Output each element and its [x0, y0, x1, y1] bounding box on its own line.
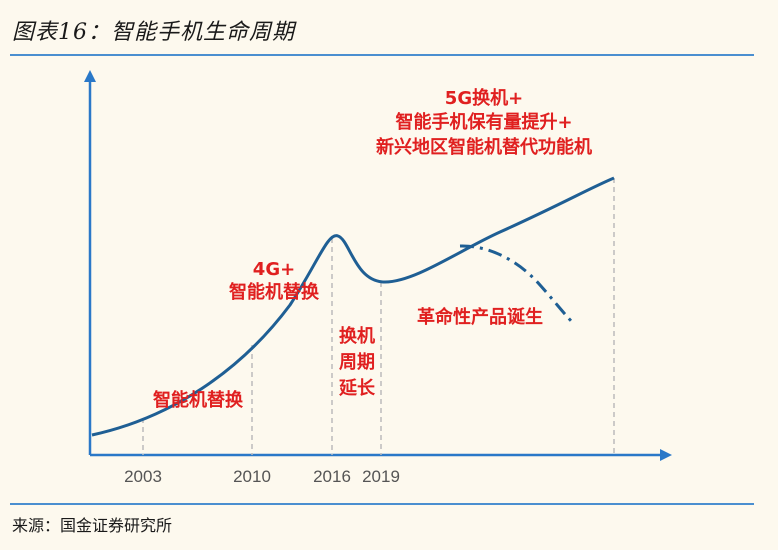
label-phase2-line1: 4G+ — [253, 259, 295, 280]
x-axis-arrow-icon — [660, 449, 672, 461]
label-phase3-line1: 换机 — [339, 325, 375, 347]
label-phase4-line2: 智能手机保有量提升+ — [395, 111, 572, 133]
year-label-2010: 2010 — [233, 467, 271, 486]
page-title: 图表16：智能手机生命周期 — [12, 20, 295, 45]
title-divider — [10, 54, 754, 56]
y-axis-arrow-icon — [84, 70, 96, 82]
lifecycle-curve — [91, 176, 615, 437]
source-divider — [10, 503, 754, 505]
label-phase4-line1: 5G换机+ — [445, 87, 523, 109]
source-note: 来源：国金证券研究所 — [12, 516, 173, 535]
label-phase3-line2: 周期 — [339, 352, 375, 373]
label-phase3-line3: 延长 — [338, 378, 376, 399]
year-label-2003: 2003 — [124, 467, 162, 486]
label-phase4-line3: 新兴地区智能机替代功能机 — [376, 136, 592, 158]
label-phase1: 智能机替换 — [153, 389, 244, 411]
label-phase2-line2: 智能机替换 — [229, 281, 320, 303]
branch-curve — [459, 244, 577, 327]
year-label-2019: 2019 — [362, 467, 400, 486]
year-label-2016: 2016 — [313, 467, 351, 486]
label-branch: 革命性产品诞生 — [417, 306, 543, 328]
